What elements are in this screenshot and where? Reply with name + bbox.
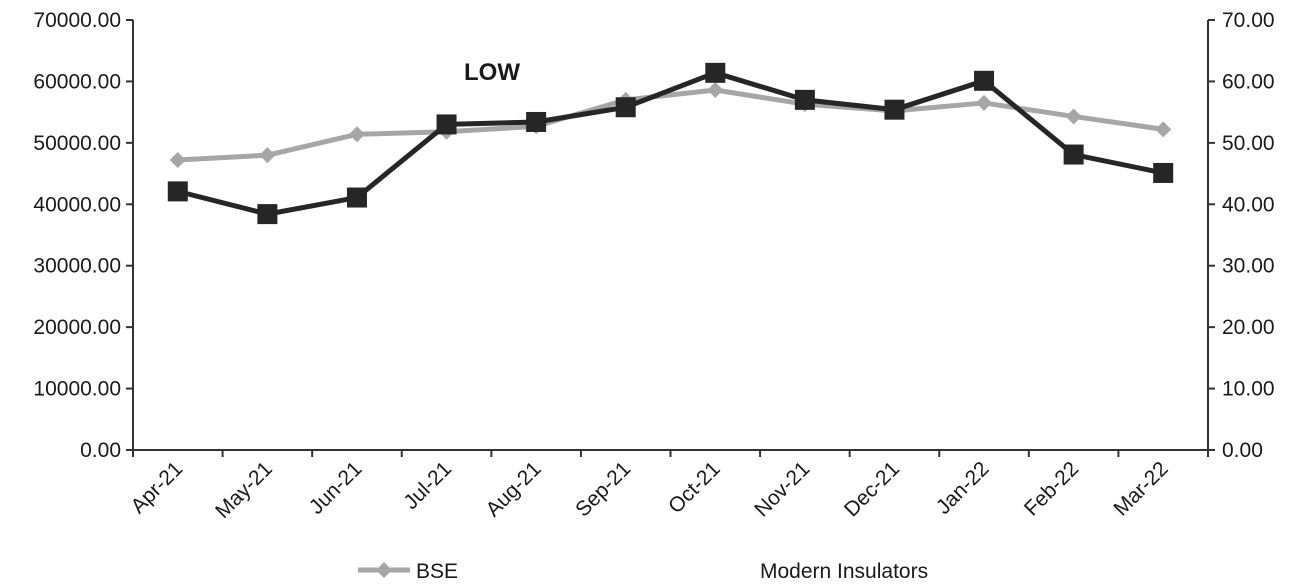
x-category-label: Jul-21 [399, 457, 456, 514]
legend-swatch-marker [376, 562, 392, 578]
right-tick-label: 30.00 [1222, 255, 1275, 278]
data-point-square [705, 62, 726, 83]
data-point-square [615, 97, 636, 118]
legend-label: BSE [416, 560, 458, 583]
axes [132, 20, 1209, 451]
legend-label: Modern Insulators [760, 560, 928, 583]
data-point-diamond [1065, 108, 1082, 125]
data-point-square [436, 114, 457, 135]
right-tick-label: 20.00 [1222, 316, 1275, 339]
data-point-square [346, 187, 367, 208]
left-tick-label: 50000.00 [33, 132, 121, 155]
left-tick-label: 10000.00 [33, 378, 121, 401]
data-point-square [974, 70, 995, 91]
left-tick-label: 60000.00 [33, 70, 121, 93]
data-point-square [1063, 144, 1084, 165]
data-point-square [794, 89, 815, 110]
data-point-diamond [1155, 121, 1172, 138]
right-tick-label: 0.00 [1222, 439, 1263, 462]
data-point-diamond [707, 82, 724, 99]
x-category-label: Aug-21 [482, 457, 546, 521]
series [167, 62, 1174, 225]
data-point-diamond [259, 147, 276, 164]
x-category-label: Feb-22 [1020, 457, 1083, 520]
right-tick-label: 70.00 [1222, 9, 1275, 32]
right-tick-label: 40.00 [1222, 193, 1275, 216]
data-point-square [167, 181, 188, 202]
data-point-diamond [976, 94, 993, 111]
x-category-label: Jun-21 [305, 457, 367, 519]
x-category-label: Jan-22 [932, 457, 994, 519]
x-category-label: Nov-21 [750, 457, 814, 521]
right-tick-label: 10.00 [1222, 378, 1275, 401]
x-category-label: Oct-21 [664, 457, 725, 518]
series-line [177, 70, 1164, 217]
left-tick-label: 30000.00 [33, 255, 121, 278]
data-point-square [257, 204, 278, 225]
left-tick-label: 20000.00 [33, 316, 121, 339]
left-tick-label: 0.00 [80, 439, 121, 462]
x-category-label: Sep-21 [571, 457, 635, 521]
right-tick-label: 60.00 [1222, 70, 1275, 93]
x-category-label: Mar-22 [1109, 457, 1172, 520]
data-point-diamond [169, 152, 186, 169]
data-point-square [884, 99, 905, 120]
x-category-label: Apr-21 [126, 457, 187, 518]
left-tick-label: 40000.00 [33, 193, 121, 216]
chart-title: LOW [464, 59, 520, 86]
data-point-diamond [348, 126, 365, 143]
data-point-square [1153, 162, 1174, 183]
x-category-label: May-21 [211, 457, 277, 523]
data-point-square [526, 111, 547, 132]
axis-ticks: 0.00 10000.00 20000.00 30000.00 40000.00 5000… [33, 9, 1274, 523]
series-line [177, 87, 1164, 163]
right-tick-label: 50.00 [1222, 132, 1275, 155]
x-category-label: Dec-21 [840, 457, 904, 521]
left-tick-label: 70000.00 [33, 9, 121, 32]
legend: BSE Modern Insulators [358, 560, 928, 583]
